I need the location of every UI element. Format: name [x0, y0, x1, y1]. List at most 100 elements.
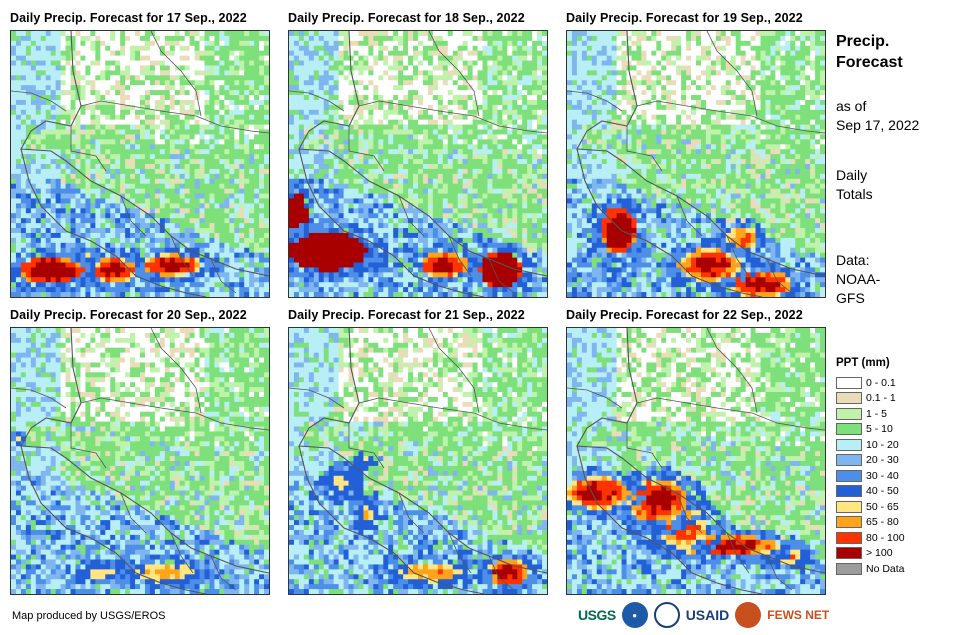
fewsnet-globe-icon: [735, 602, 762, 628]
forecast-map-4: [10, 327, 270, 595]
legend-item: 1 - 5: [836, 406, 887, 421]
country-border: [11, 90, 67, 112]
coastline: [576, 148, 763, 297]
legend-swatch: [836, 562, 862, 575]
panel-title-1: Daily Precip. Forecast for 17 Sep., 2022: [10, 11, 247, 25]
country-border: [488, 555, 515, 591]
legend-item: 5 - 10: [836, 422, 893, 437]
forecast-map-2: [288, 30, 548, 298]
panel-title-3: Daily Precip. Forecast for 19 Sep., 2022: [566, 11, 803, 25]
coastline: [576, 328, 825, 574]
country-border: [150, 328, 202, 414]
legend-item: 40 - 50: [836, 484, 899, 499]
precip-grid: [11, 328, 269, 594]
country-border: [120, 195, 147, 237]
legend-item: 80 - 100: [836, 530, 905, 545]
legend-swatch: [836, 531, 862, 544]
coastline: [576, 445, 763, 594]
country-border: [170, 532, 194, 574]
coastline: [298, 148, 485, 297]
country-border: [766, 258, 793, 294]
country-border: [766, 555, 793, 591]
noaa-logo-icon: ●: [621, 602, 648, 628]
legend-swatch: [836, 454, 862, 466]
precip-grid: [289, 328, 547, 594]
legend-label: 80 - 100: [866, 531, 905, 544]
coastline: [20, 31, 269, 277]
precip-grid: [567, 31, 825, 297]
country-border: [428, 31, 480, 117]
country-border: [70, 126, 107, 172]
country-border: [210, 555, 237, 591]
legend-item: 65 - 80: [836, 515, 899, 530]
country-border: [11, 387, 67, 409]
forecast-map-5: [288, 327, 548, 595]
panel-title-5: Daily Precip. Forecast for 21 Sep., 2022: [288, 308, 525, 322]
country-border: [358, 397, 547, 431]
legend-swatch: [836, 547, 862, 559]
coastline: [298, 328, 547, 574]
country-border: [448, 235, 472, 277]
legend-item: 50 - 65: [836, 499, 899, 514]
legend-label: 50 - 65: [866, 500, 899, 513]
country-border: [636, 397, 825, 431]
country-border: [448, 532, 472, 574]
country-border: [80, 100, 269, 134]
legend-label: 40 - 50: [866, 485, 899, 497]
legend-item: No Data: [836, 561, 905, 576]
coastline: [298, 31, 547, 277]
asof-line2: Sep 17, 2022: [836, 117, 920, 133]
legend-item: 20 - 30: [836, 453, 899, 468]
asof-line1: as of: [836, 98, 867, 114]
country-border: [706, 328, 758, 414]
country-border: [80, 397, 269, 431]
panel-title-2: Daily Precip. Forecast for 18 Sep., 2022: [288, 11, 525, 25]
legend-item: 0.1 - 1: [836, 391, 896, 406]
country-border: [150, 31, 202, 117]
legend-label: 0.1 - 1: [866, 392, 896, 404]
country-border: [726, 235, 750, 277]
country-border: [289, 387, 345, 409]
coastline: [20, 445, 207, 594]
legend-swatch: [836, 423, 862, 435]
legend-label: 5 - 10: [866, 423, 893, 435]
fewsnet-logo: FEWS NET: [767, 608, 830, 622]
panel-title-4: Daily Precip. Forecast for 20 Sep., 2022: [10, 308, 247, 322]
legend-swatch: [836, 407, 862, 420]
legend-label: 20 - 30: [866, 454, 899, 466]
side-title-line1: Precip.: [836, 33, 890, 50]
legend-swatch: [836, 438, 862, 451]
country-border: [120, 492, 147, 534]
country-border: [626, 126, 663, 172]
legend-title: PPT (mm): [836, 357, 890, 369]
usaid-seal-icon: [653, 602, 680, 628]
country-border: [210, 258, 237, 294]
logo-strip: USGS ● USAID FEWS NET: [578, 600, 829, 630]
legend-swatch: [836, 516, 862, 528]
precip-grid: [289, 31, 547, 297]
panel-title-6: Daily Precip. Forecast for 22 Sep., 2022: [566, 308, 803, 322]
country-border: [726, 532, 750, 574]
country-border: [289, 90, 345, 112]
legend-label: > 100: [866, 547, 893, 559]
country-border: [348, 126, 385, 172]
legend-item: 30 - 40: [836, 468, 899, 483]
forecast-map-1: [10, 30, 270, 298]
country-border: [676, 492, 703, 534]
data-line1: Data:: [836, 252, 870, 268]
legend-label: 0 - 0.1: [866, 376, 896, 389]
country-border: [398, 195, 425, 237]
country-border: [70, 423, 107, 469]
usgs-logo: USGS: [578, 607, 616, 623]
legend-swatch: [836, 500, 862, 513]
daily-line1: Daily: [836, 167, 868, 183]
coastline: [576, 31, 825, 277]
side-title-line2: Forecast: [836, 54, 903, 71]
daily-line2: Totals: [836, 186, 873, 202]
country-border: [567, 387, 623, 409]
legend-label: 10 - 20: [866, 438, 899, 451]
country-border: [170, 235, 194, 277]
country-border: [398, 492, 425, 534]
forecast-map-3: [566, 30, 826, 298]
data-line2: NOAA-: [836, 271, 881, 287]
